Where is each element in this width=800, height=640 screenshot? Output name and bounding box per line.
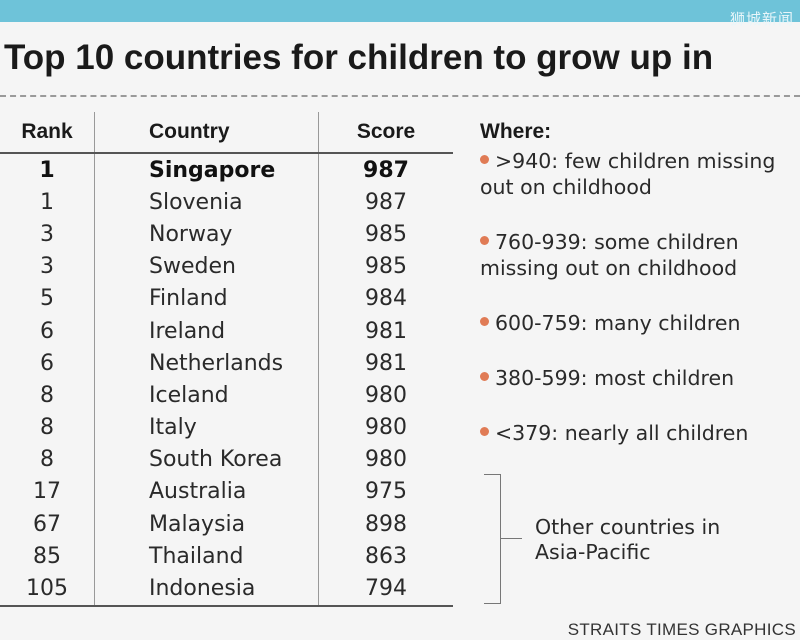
legend: Where: >940: few children missing out on… xyxy=(480,120,790,445)
country-cell: Italy xyxy=(94,411,319,444)
score-cell: 975 xyxy=(365,479,407,505)
rank-cell: 6 xyxy=(0,314,95,348)
table-row: 3 Norway 985 xyxy=(0,218,453,251)
rank-cell: 17 xyxy=(0,475,95,509)
legend-item-label: <379: nearly all children xyxy=(495,421,749,445)
legend-item-below-379: <379: nearly all children xyxy=(480,420,790,446)
score-cell: 985 xyxy=(365,254,407,280)
score-cell: 794 xyxy=(318,572,453,607)
table-row: 6 Netherlands 981 xyxy=(0,347,453,380)
table-header-row: Rank Country Score xyxy=(0,112,453,154)
chart-title: Top 10 countries for children to grow up… xyxy=(4,38,714,77)
country-cell: Malaysia xyxy=(94,508,319,541)
country-cell: Slovenia xyxy=(94,186,319,219)
legend-title: Where: xyxy=(480,120,552,143)
rank-cell: 8 xyxy=(0,411,95,444)
country-cell: Thailand xyxy=(94,540,319,573)
rank-cell: 1 xyxy=(0,186,95,219)
rank-cell: 8 xyxy=(0,443,95,476)
asia-pacific-bracket xyxy=(484,474,501,604)
legend-item-760-939: 760-939: some children missing out on ch… xyxy=(480,229,790,281)
table-row: 1 Slovenia 987 xyxy=(0,186,453,219)
table-row: 17 Australia 975 xyxy=(0,475,453,509)
column-header-country: Country xyxy=(94,112,319,154)
legend-dot-icon xyxy=(480,154,489,164)
table-row: 105 Indonesia 794 xyxy=(0,572,453,607)
rank-cell: 105 xyxy=(0,572,95,607)
legend-dot-icon xyxy=(480,426,489,436)
legend-dot-icon xyxy=(480,316,489,326)
legend-item-label: 600-759: many children xyxy=(495,311,741,335)
country-cell: Netherlands xyxy=(94,347,319,380)
table-row: 1 Singapore 987 xyxy=(0,153,453,187)
rank-cell: 67 xyxy=(0,508,95,541)
table-row: 8 Italy 980 xyxy=(0,411,453,444)
score-cell: 987 xyxy=(365,189,407,215)
country-cell: Indonesia xyxy=(94,572,319,607)
ranking-table: Rank Country Score 1 Singapore 987 1 Sloveni… xyxy=(0,112,453,607)
country-cell: Ireland xyxy=(94,314,319,348)
rank-cell: 5 xyxy=(0,282,95,315)
rank-cell: 85 xyxy=(0,540,95,573)
rank-cell: 3 xyxy=(0,218,95,251)
table-row: 8 Iceland 980 xyxy=(0,379,453,412)
legend-dot-icon xyxy=(480,235,489,245)
legend-item-label: >940: few children missing out on childh… xyxy=(480,149,776,199)
top-banner xyxy=(0,0,800,22)
legend-dot-icon xyxy=(480,371,489,381)
table-row: 3 Sweden 985 xyxy=(0,250,453,283)
score-cell: 985 xyxy=(365,221,407,247)
source-credit: STRAITS TIMES GRAPHICS xyxy=(567,620,796,639)
rank-cell: 1 xyxy=(0,153,95,187)
country-cell: Iceland xyxy=(94,379,319,412)
country-cell: Singapore xyxy=(94,153,319,187)
bracket-pointer xyxy=(500,538,522,539)
rank-cell: 6 xyxy=(0,347,95,380)
rank-cell: 3 xyxy=(0,250,95,283)
legend-item-label: 760-939: some children missing out on ch… xyxy=(480,230,739,280)
legend-item-label: 380-599: most children xyxy=(495,366,735,390)
score-cell: 980 xyxy=(365,447,407,473)
table-row: 8 South Korea 980 xyxy=(0,443,453,476)
score-cell: 980 xyxy=(365,382,407,408)
asia-pacific-annotation: Other countries in Asia-Pacific xyxy=(535,515,721,564)
score-cell: 981 xyxy=(365,350,407,376)
watermark: 狮城新闻 xyxy=(729,10,794,28)
country-cell: South Korea xyxy=(94,443,319,476)
score-cell: 863 xyxy=(365,543,407,569)
table-body: 1 Singapore 987 1 Slovenia 987 3 Norway 985 3 Swed… xyxy=(0,153,453,607)
score-cell: 980 xyxy=(365,415,407,441)
table-row: 6 Ireland 981 xyxy=(0,314,453,348)
country-cell: Norway xyxy=(94,218,319,251)
country-cell: Finland xyxy=(94,282,319,315)
score-cell: 987 xyxy=(363,157,409,183)
legend-item-380-599: 380-599: most children xyxy=(480,365,790,391)
column-header-rank: Rank xyxy=(0,112,95,154)
country-cell: Sweden xyxy=(94,250,319,283)
legend-item-above-940: >940: few children missing out on childh… xyxy=(480,148,790,200)
title-divider xyxy=(0,95,800,97)
score-cell: 981 xyxy=(365,318,407,344)
table-row: 5 Finland 984 xyxy=(0,282,453,315)
table-row: 67 Malaysia 898 xyxy=(0,508,453,541)
rank-cell: 8 xyxy=(0,379,95,412)
country-cell: Australia xyxy=(94,475,319,509)
score-cell: 984 xyxy=(365,286,407,312)
legend-item-600-759: 600-759: many children xyxy=(480,310,790,336)
table-row: 85 Thailand 863 xyxy=(0,540,453,573)
column-header-score: Score xyxy=(318,112,453,154)
score-cell: 898 xyxy=(365,511,407,537)
